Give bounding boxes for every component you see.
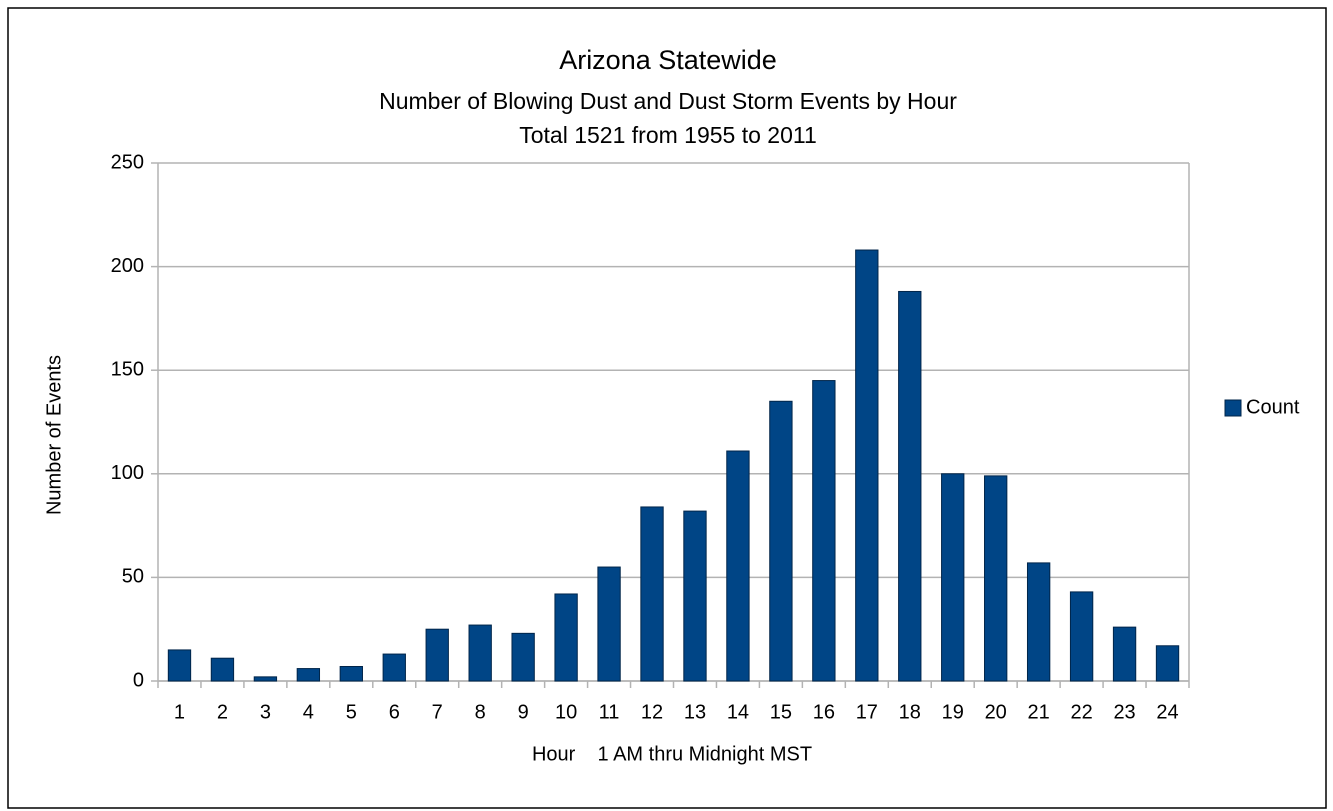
- x-tick-label: 3: [260, 701, 271, 723]
- bar: [769, 400, 793, 682]
- x-tick-label: 6: [389, 701, 400, 723]
- bar: [1069, 591, 1094, 682]
- x-tick-label: 9: [518, 701, 529, 723]
- x-tick-label: 21: [1028, 701, 1050, 723]
- bar: [1155, 645, 1180, 682]
- y-tick-label: 150: [111, 358, 144, 380]
- x-tick-label: 5: [346, 701, 357, 723]
- x-tick-label: 2: [217, 701, 228, 723]
- bar: [296, 668, 321, 682]
- x-tick-label: 17: [856, 701, 878, 723]
- bar: [425, 628, 449, 682]
- bar: [253, 676, 278, 682]
- y-tick-label: 100: [111, 462, 144, 484]
- x-tick-label: 20: [985, 701, 1007, 723]
- bar: [855, 249, 879, 682]
- bar: [210, 657, 235, 682]
- bar: [726, 450, 750, 682]
- x-axis-label: Hour 1 AM thru Midnight MST: [532, 743, 812, 765]
- y-axis-label: Number of Events: [43, 355, 65, 515]
- bar: [339, 665, 363, 682]
- legend-label: Count: [1246, 396, 1300, 418]
- bar: [554, 593, 578, 682]
- bar: [984, 475, 1008, 682]
- x-tick-label: 18: [899, 701, 921, 723]
- bar: [683, 510, 707, 682]
- x-tick-label: 15: [770, 701, 792, 723]
- bar: [640, 506, 664, 682]
- x-tick-label: 22: [1070, 701, 1092, 723]
- x-tick-label: 13: [684, 701, 706, 723]
- x-tick-label: 23: [1113, 701, 1135, 723]
- chart-subtitle: Total 1521 from 1955 to 2011: [519, 122, 817, 148]
- x-tick-label: 14: [727, 701, 749, 723]
- bar: [511, 632, 535, 682]
- y-tick-label: 200: [111, 255, 144, 277]
- x-tick-label: 16: [813, 701, 835, 723]
- y-tick-label: 250: [111, 151, 144, 173]
- y-tick-label: 0: [133, 669, 144, 691]
- x-tick-label: 24: [1156, 701, 1178, 723]
- bar: [941, 473, 965, 682]
- x-tick-label: 4: [303, 701, 314, 723]
- x-tick-label: 11: [599, 701, 620, 723]
- bar: [898, 290, 922, 682]
- x-tick-label: 10: [555, 701, 577, 723]
- bar: [597, 566, 621, 682]
- x-tick-label: 12: [641, 701, 663, 723]
- x-tick-label: 7: [432, 701, 443, 723]
- y-tick-label: 50: [122, 566, 144, 588]
- x-tick-label: 1: [174, 701, 185, 723]
- bar: [1026, 562, 1051, 682]
- bar: [167, 649, 192, 682]
- bar: [468, 624, 492, 682]
- chart-subtitle: Number of Blowing Dust and Dust Storm Ev…: [379, 88, 957, 114]
- bar: [1112, 626, 1137, 682]
- x-tick-label: 19: [942, 701, 964, 723]
- x-tick-label: 8: [475, 701, 486, 723]
- bar: [812, 380, 836, 682]
- bar: [382, 653, 406, 682]
- chart-title: Arizona Statewide: [559, 45, 777, 75]
- legend-swatch: [1224, 399, 1242, 417]
